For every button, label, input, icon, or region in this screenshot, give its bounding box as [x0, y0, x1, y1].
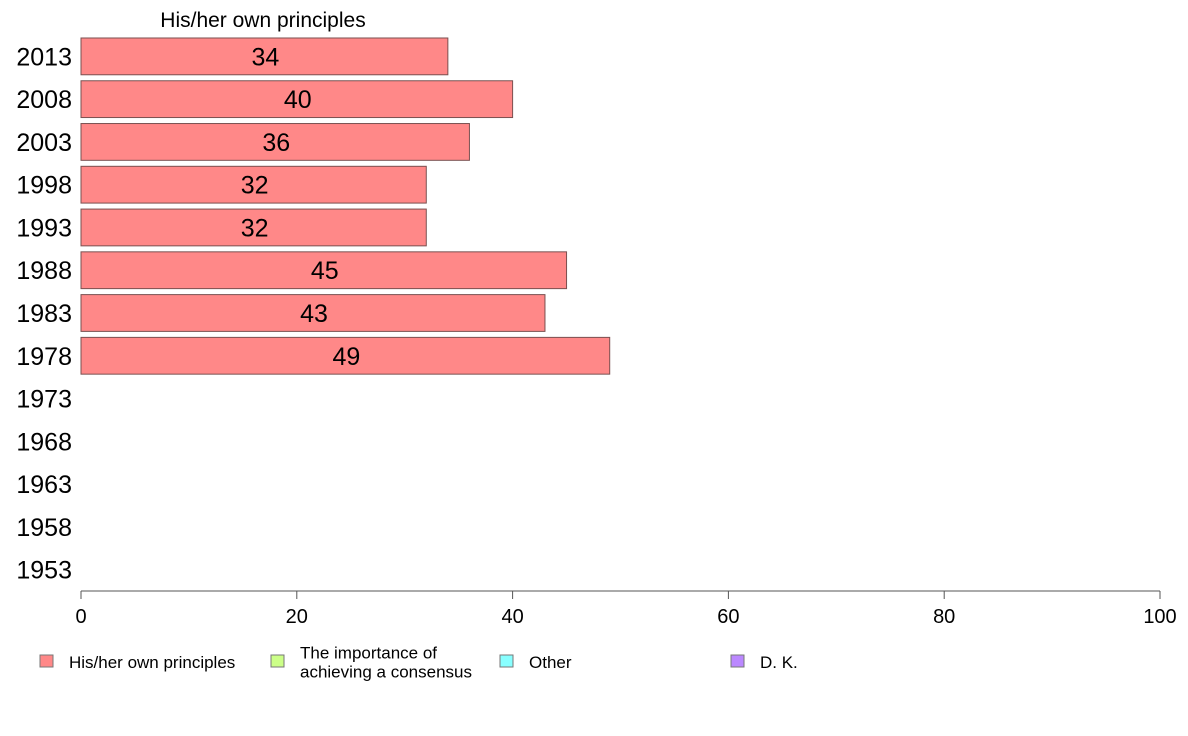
x-tick-label: 40	[501, 606, 523, 628]
bar-value-label: 45	[311, 257, 339, 285]
bar	[80, 208, 427, 247]
legend: His/her own principles The importance of a…	[39, 644, 798, 682]
bar	[80, 165, 427, 204]
category-label: 1978	[16, 343, 72, 371]
category-label: 1958	[16, 514, 72, 542]
chart-title: His/her own principles	[160, 9, 365, 32]
bar-value-label: 40	[284, 86, 312, 114]
category-label: 1998	[16, 172, 72, 200]
x-tick-label: 0	[75, 606, 86, 628]
x-tick-label: 20	[286, 606, 308, 628]
category-label: 1983	[16, 300, 72, 328]
legend-label: Other	[529, 653, 572, 672]
category-label: 1968	[16, 428, 72, 456]
category-label: 1973	[16, 386, 72, 414]
x-tick-label: 80	[933, 606, 955, 628]
bar-value-label: 43	[300, 300, 328, 328]
bar	[80, 336, 611, 375]
legend-swatch	[499, 654, 514, 668]
category-label: 2008	[16, 86, 72, 114]
legend-swatch	[270, 654, 285, 668]
bar-value-label: 34	[252, 43, 280, 71]
legend-label: His/her own principles	[69, 653, 235, 672]
category-label: 1988	[16, 257, 72, 285]
category-axis: 2013 2008 2003 1998 1993 1988 1983 1978 1973 1968…	[16, 43, 72, 584]
bar	[80, 251, 568, 290]
bar	[80, 37, 449, 76]
category-label: 1963	[16, 471, 72, 499]
category-label: 1953	[16, 557, 72, 585]
x-tick-label: 100	[1143, 606, 1176, 628]
category-label: 2003	[16, 129, 72, 157]
x-tick-label: 60	[717, 606, 739, 628]
legend-swatch	[730, 654, 745, 668]
bar-value-label: 32	[241, 172, 269, 200]
legend-label: D. K.	[760, 653, 798, 672]
legend-label: The importance of achieving a consensus	[300, 644, 472, 682]
legend-swatch	[39, 654, 54, 668]
category-label: 1993	[16, 214, 72, 242]
bar-value-label: 49	[332, 343, 360, 371]
x-axis: 0 20 40 60 80 100	[75, 590, 1177, 628]
bar	[80, 294, 546, 332]
bar	[80, 80, 514, 119]
category-label: 2013	[16, 43, 72, 71]
bar-value-label: 32	[241, 214, 269, 242]
bar-value-label: 36	[262, 129, 290, 157]
bar	[80, 123, 470, 161]
